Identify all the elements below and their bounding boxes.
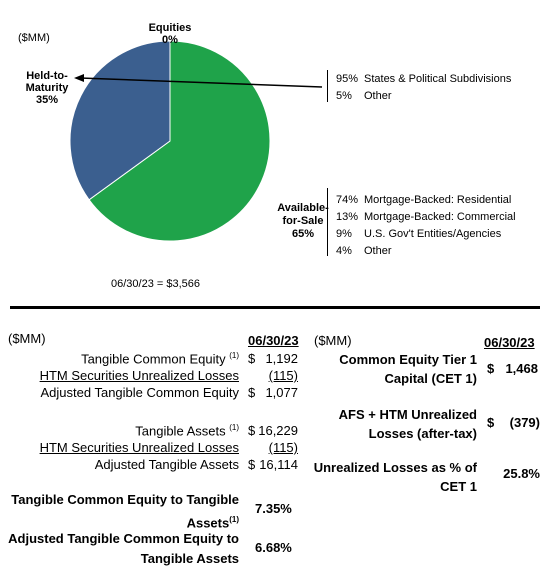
table-row-value: 1,077 xyxy=(265,385,298,400)
table-row-label: Tangible Assets (1) xyxy=(135,423,239,439)
ratio-value: 6.68% xyxy=(255,540,292,555)
table-row-label: Adjusted Tangible Assets xyxy=(94,457,239,472)
slice-label-htm: Held-to- Maturity 35% xyxy=(14,70,80,106)
slice-name: for-Sale xyxy=(282,215,324,227)
breakdown-item: 13% Mortgage-Backed: Commercial xyxy=(336,211,516,223)
slice-pct: 65% xyxy=(291,228,315,240)
dollar-sign: $ xyxy=(248,351,256,366)
slice-label-equities: Equities 0% xyxy=(140,22,200,46)
table-row-label: HTM Securities Unrealized Losses xyxy=(39,440,239,455)
slice-pct: 35% xyxy=(35,94,59,106)
breakdown-item: 9% U.S. Gov't Entities/Agencies xyxy=(336,228,502,240)
pie-chart xyxy=(69,40,323,242)
slice-label-afs: Available- for-Sale 65% xyxy=(272,202,334,241)
table-row-value: 16,114 xyxy=(259,457,298,472)
unrealized-losses-value: (379) xyxy=(509,415,540,430)
afs-bracket xyxy=(327,188,328,256)
losses-pct-cet1-value: 25.8% xyxy=(503,466,540,481)
htm-breakdown: 95% States & Political Subdivisions 5% Oth… xyxy=(336,71,511,105)
htm-leader-line xyxy=(79,77,323,88)
dollar-sign: $ xyxy=(248,385,256,400)
dollar-sign: $ xyxy=(248,457,256,472)
date-header-left: 06/30/23 xyxy=(248,333,299,348)
slice-name: Available- xyxy=(277,202,329,214)
slice-name: Maturity xyxy=(25,82,69,94)
section-divider xyxy=(10,306,540,309)
units-label-right: ($MM) xyxy=(314,333,352,348)
table-row-value: 16,229 xyxy=(258,423,298,438)
pie-slice-1 xyxy=(88,40,271,242)
unrealized-losses-label: AFS + HTM Unrealized Losses (after-tax) xyxy=(338,407,477,441)
ratio-adj-tce-ta: Adjusted Tangible Common Equity to Tangi… xyxy=(8,531,239,566)
pie-total-label: 06/30/23 = $3,566 xyxy=(111,278,200,290)
table-row-value: (115) xyxy=(268,440,298,455)
dollar-sign: $ xyxy=(248,423,256,438)
dollar-sign: $ xyxy=(487,361,495,376)
cet1-label: Common Equity Tier 1 Capital (CET 1) xyxy=(339,352,477,386)
cet1-value: 1,468 xyxy=(505,361,538,376)
losses-pct-cet1-label: Unrealized Losses as % of CET 1 xyxy=(313,460,477,494)
afs-breakdown: 74% Mortgage-Backed: Residential 13% Mortg… xyxy=(336,192,516,260)
table-row-label: Adjusted Tangible Common Equity xyxy=(40,385,240,400)
dollar-sign: $ xyxy=(487,415,495,430)
slice-pct: 0% xyxy=(162,34,178,46)
breakdown-item: 5% Other xyxy=(336,90,392,102)
ratio-tce-ta: Tangible Common Equity to Tangible Asset… xyxy=(11,492,239,531)
date-header-right: 06/30/23 xyxy=(484,335,535,350)
htm-bracket xyxy=(327,70,328,102)
slice-name: Held-to- xyxy=(26,70,68,82)
htm-leader-arrowhead xyxy=(74,74,84,82)
units-label-top: ($MM) xyxy=(18,32,50,44)
table-row-label: Tangible Common Equity (1) xyxy=(81,351,239,367)
breakdown-item: 74% Mortgage-Backed: Residential xyxy=(336,194,512,206)
table-row-label: HTM Securities Unrealized Losses xyxy=(39,368,239,383)
units-label-left: ($MM) xyxy=(8,331,46,346)
breakdown-item: 4% Other xyxy=(336,245,392,257)
table-row-value: 1,192 xyxy=(265,351,298,366)
ratio-value: 7.35% xyxy=(255,501,292,516)
table-row-value: (115) xyxy=(268,368,298,383)
breakdown-item: 95% States & Political Subdivisions xyxy=(336,73,512,85)
slice-name: Equities xyxy=(148,22,192,34)
